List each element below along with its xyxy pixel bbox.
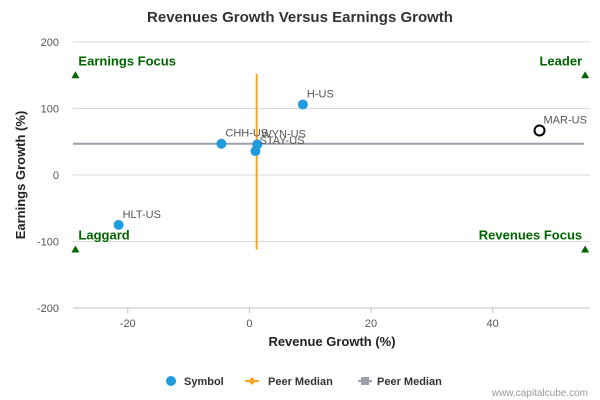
- credit-text: www.capitalcube.com: [491, 388, 588, 399]
- x-tick-label: 0: [246, 318, 252, 330]
- chart-title: Revenues Growth Versus Earnings Growth: [147, 9, 453, 26]
- data-point: [297, 99, 308, 110]
- quadrant-marker: [71, 71, 80, 79]
- quadrant-label: Revenues Focus: [479, 227, 582, 242]
- y-tick-label: 100: [41, 104, 59, 116]
- quadrant-marker: [71, 245, 80, 253]
- point-label: H-US: [307, 89, 334, 101]
- x-tick-label: 20: [365, 318, 377, 330]
- y-tick-label: 0: [53, 170, 59, 182]
- legend-square-marker: [361, 377, 369, 385]
- quadrant-marker: [581, 245, 590, 253]
- point-label: WYN-US: [261, 128, 306, 140]
- x-axis-title: Revenue Growth (%): [268, 334, 395, 349]
- legend-label: Symbol: [184, 376, 224, 388]
- point-label: CHH-US: [225, 128, 268, 140]
- quadrant-marker: [581, 71, 590, 79]
- point-label: STAY-US: [259, 135, 304, 147]
- y-tick-label: 200: [41, 37, 59, 49]
- quadrant-layer: Earnings Focus Leader Laggard Revenues Focu…: [71, 53, 590, 253]
- y-tick-label: -100: [37, 237, 59, 249]
- highlight-point-label: MAR-US: [544, 114, 587, 126]
- quadrant-label: Leader: [539, 53, 582, 68]
- data-point: [250, 146, 261, 157]
- highlight-point: [533, 124, 546, 137]
- legend-label: Peer Median: [377, 376, 442, 388]
- quadrant-label: Earnings Focus: [78, 53, 176, 68]
- x-tick-label: -20: [120, 318, 136, 330]
- legend: Symbol Peer Median Peer Median: [166, 376, 442, 388]
- point-label: HLT-US: [123, 209, 161, 221]
- y-axis-title: Earnings Growth (%): [13, 111, 28, 240]
- data-point: [113, 219, 124, 230]
- legend-symbol-marker: [166, 376, 176, 386]
- y-tick-label: -200: [37, 303, 59, 315]
- median-layer: [73, 73, 584, 250]
- quadrant-label: Laggard: [78, 227, 129, 242]
- legend-diamond-marker: [248, 377, 256, 385]
- grid-layer: [73, 41, 590, 309]
- legend-label: Peer Median: [268, 376, 333, 388]
- x-tick-label: 40: [487, 318, 499, 330]
- data-point: [216, 138, 227, 149]
